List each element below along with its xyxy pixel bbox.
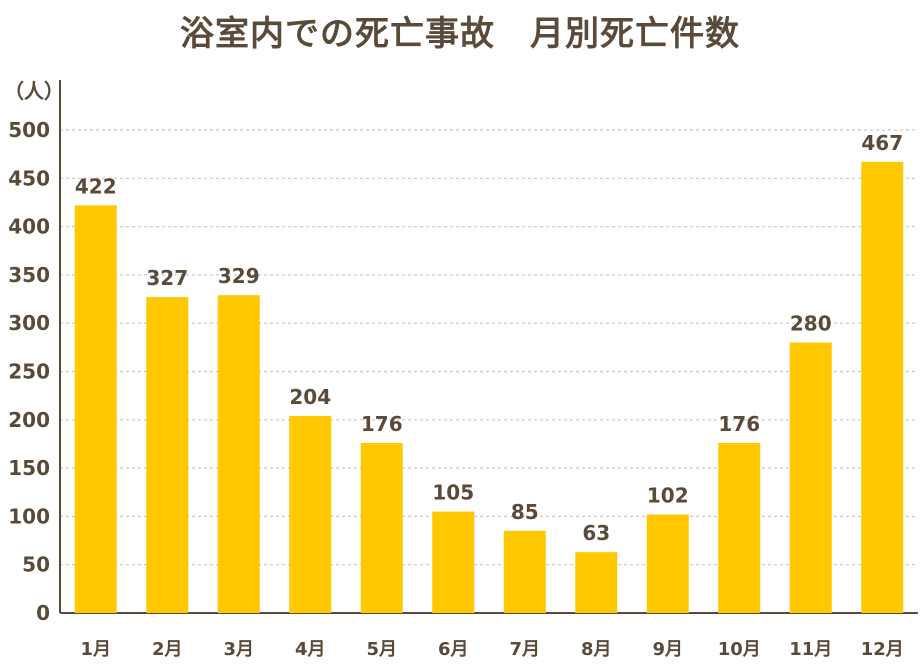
y-tick-250: 250 — [8, 360, 50, 384]
x-tick-1月: 1月 — [80, 639, 111, 660]
grid-lines — [60, 129, 918, 566]
value-label-1月: 422 — [75, 174, 117, 198]
bar-3月 — [217, 295, 260, 613]
y-tick-350: 350 — [8, 263, 50, 287]
bar-12月 — [861, 161, 904, 614]
y-unit-label: （人） — [4, 79, 64, 103]
y-tick-300: 300 — [8, 311, 50, 335]
chart-title: 浴室内での死亡事故 月別死亡件数 — [180, 14, 740, 54]
value-label-2月: 327 — [146, 266, 188, 290]
bar-6月 — [432, 511, 475, 613]
value-label-8月: 63 — [582, 521, 610, 545]
value-label-10月: 176 — [718, 412, 760, 436]
value-label-11月: 280 — [790, 312, 832, 336]
x-tick-3月: 3月 — [223, 639, 254, 660]
value-label-7月: 85 — [511, 500, 539, 524]
x-tick-7月: 7月 — [509, 639, 540, 660]
bar-5月 — [360, 442, 403, 613]
x-tick-2月: 2月 — [152, 639, 183, 660]
value-label-6月: 105 — [432, 481, 474, 505]
y-tick-100: 100 — [8, 504, 50, 528]
bar-1月 — [74, 205, 117, 613]
y-tick-0: 0 — [36, 601, 50, 625]
y-tick-labels: 0 50 100 150 200 250 300 350 400 450 500 — [8, 118, 50, 625]
x-tick-8月: 8月 — [581, 639, 612, 660]
x-tick-9月: 9月 — [652, 639, 683, 660]
value-label-5月: 176 — [361, 412, 403, 436]
value-labels: 422 327 329 204 176 105 85 63 102 176 280 467 — [75, 131, 903, 545]
x-tick-12月: 12月 — [861, 639, 904, 660]
category-labels: 1月 2月 3月 4月 5月 6月 7月 8月 9月 10月 11月 12月 — [80, 639, 903, 660]
x-tick-6月: 6月 — [438, 639, 469, 660]
bars — [74, 161, 904, 614]
value-label-4月: 204 — [289, 385, 331, 409]
y-tick-500: 500 — [8, 118, 50, 142]
y-tick-150: 150 — [8, 456, 50, 480]
bar-2月 — [146, 297, 189, 613]
bar-8月 — [575, 552, 618, 613]
x-tick-4月: 4月 — [295, 639, 326, 660]
value-label-12月: 467 — [861, 131, 903, 155]
y-tick-50: 50 — [22, 553, 50, 577]
bar-9月 — [646, 514, 689, 613]
bar-10月 — [718, 442, 761, 613]
value-label-9月: 102 — [647, 483, 689, 507]
x-tick-10月: 10月 — [718, 639, 761, 660]
y-tick-400: 400 — [8, 215, 50, 239]
x-tick-11月: 11月 — [789, 639, 832, 660]
value-label-3月: 329 — [218, 264, 260, 288]
bar-11月 — [789, 342, 832, 613]
bar-7月 — [503, 530, 546, 613]
y-tick-200: 200 — [8, 408, 50, 432]
bar-4月 — [289, 415, 332, 613]
y-tick-450: 450 — [8, 166, 50, 190]
axes — [59, 80, 918, 614]
x-tick-5月: 5月 — [366, 639, 397, 660]
